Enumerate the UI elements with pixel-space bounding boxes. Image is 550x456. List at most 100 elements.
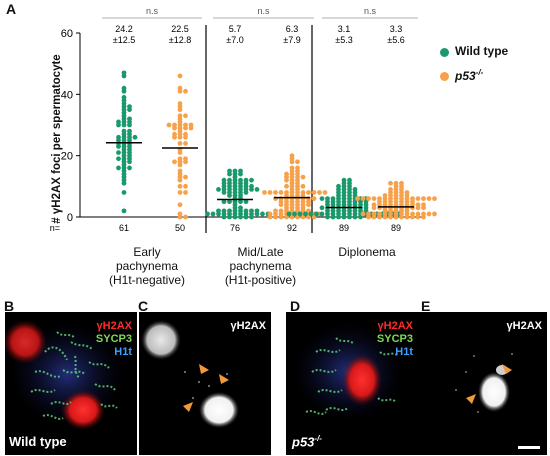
data-point <box>341 196 347 202</box>
data-point <box>295 159 300 165</box>
data-point <box>325 208 330 214</box>
data-point <box>227 171 232 177</box>
data-point <box>273 190 278 195</box>
data-point <box>286 211 292 217</box>
legend-label-p53: p53-/- <box>455 68 484 83</box>
data-point <box>300 183 306 189</box>
data-point <box>292 211 297 217</box>
data-point <box>177 168 183 174</box>
data-point <box>127 128 132 134</box>
data-point <box>221 199 227 205</box>
data-point <box>399 208 404 214</box>
data-point <box>325 202 330 208</box>
panel-letter-c: C <box>138 298 149 314</box>
data-point <box>347 196 352 202</box>
n-prefix-label: n= <box>50 223 60 233</box>
data-point <box>121 128 127 134</box>
channel-label-h1t: H1t <box>395 346 413 358</box>
data-point <box>426 211 432 217</box>
data-point <box>341 214 347 220</box>
data-point <box>210 211 216 217</box>
sd-label: ±5.6 <box>387 35 404 45</box>
data-point <box>238 205 243 211</box>
data-point <box>172 131 177 137</box>
data-point <box>127 134 132 140</box>
data-point <box>121 177 127 183</box>
data-point <box>352 202 358 208</box>
data-point <box>177 150 183 156</box>
data-point <box>284 202 289 208</box>
data-point <box>249 177 254 183</box>
data-point <box>183 141 188 146</box>
genotype-label-wild-type: Wild type <box>9 434 67 449</box>
data-point <box>278 214 284 220</box>
data-point <box>289 193 295 198</box>
data-point <box>177 113 183 119</box>
data-point <box>127 165 132 171</box>
data-point <box>336 202 341 208</box>
data-point <box>177 183 183 189</box>
data-point <box>243 199 249 205</box>
data-point <box>399 180 404 186</box>
data-point <box>289 153 295 159</box>
data-point <box>341 180 347 186</box>
data-point <box>221 177 227 183</box>
mean-label: 3.1 <box>338 24 351 34</box>
data-point <box>172 159 177 165</box>
group-label-early-pachynema: Early pachynema (H1t-negative) <box>92 245 202 287</box>
data-point <box>330 196 336 202</box>
data-point <box>232 171 238 177</box>
data-point <box>352 190 358 195</box>
channel-label-gh2ax: γH2AX <box>96 320 132 332</box>
data-point <box>404 199 410 205</box>
data-point <box>347 202 352 208</box>
data-point <box>330 202 336 208</box>
data-point <box>221 208 227 214</box>
micrograph-d-merge: γH2AX SYCP3 H1t p53-/- <box>286 312 418 455</box>
data-point <box>243 214 249 220</box>
mean-label: 24.2 <box>115 24 133 34</box>
micrograph-d-image <box>292 322 404 422</box>
data-point <box>377 199 382 205</box>
data-point <box>347 180 352 186</box>
data-point <box>415 205 421 211</box>
legend-label-wild-type: Wild type <box>455 44 509 58</box>
channel-label-gh2ax: γH2AX <box>230 320 266 332</box>
panel-letter-a: A <box>6 1 17 17</box>
data-point <box>325 196 330 202</box>
data-point <box>388 199 393 205</box>
data-point <box>227 214 232 220</box>
channel-label-sycp3: SYCP3 <box>95 333 132 345</box>
sd-label: ±7.9 <box>283 35 300 45</box>
data-point <box>325 214 330 220</box>
significance-label: n.s <box>146 6 159 16</box>
data-point <box>121 153 127 159</box>
group-label-line: Diplonema <box>338 245 396 259</box>
data-point <box>116 165 121 171</box>
data-point <box>183 125 188 131</box>
significance-label: n.s <box>364 6 377 16</box>
panel-letter-d: D <box>290 298 301 314</box>
data-point <box>388 208 393 214</box>
scatter-plot: 0 20 40 60 n= n.s 24.2±12.5 61 22.5±12.8 50 n.s 5.7… <box>50 6 437 233</box>
data-point <box>336 187 341 192</box>
genotype-label-p53: p53-/- <box>292 433 322 449</box>
data-point <box>371 196 377 202</box>
data-point <box>317 190 322 195</box>
scale-bar <box>518 446 540 449</box>
group-label-mid-late-pachynema: Mid/Late pachynema (H1t-positive) <box>203 245 318 287</box>
mean-label: 5.7 <box>229 24 242 34</box>
legend-marker-wild-type <box>440 48 449 57</box>
data-point <box>121 70 127 76</box>
data-point <box>132 134 138 140</box>
data-point <box>183 190 188 195</box>
data-point <box>382 199 388 205</box>
data-point <box>254 187 260 192</box>
legend-marker-p53 <box>440 72 449 81</box>
data-point <box>273 196 278 202</box>
data-point <box>127 104 132 109</box>
data-point <box>336 193 341 198</box>
data-point <box>221 190 227 195</box>
data-point <box>116 122 121 128</box>
data-point <box>366 214 371 220</box>
